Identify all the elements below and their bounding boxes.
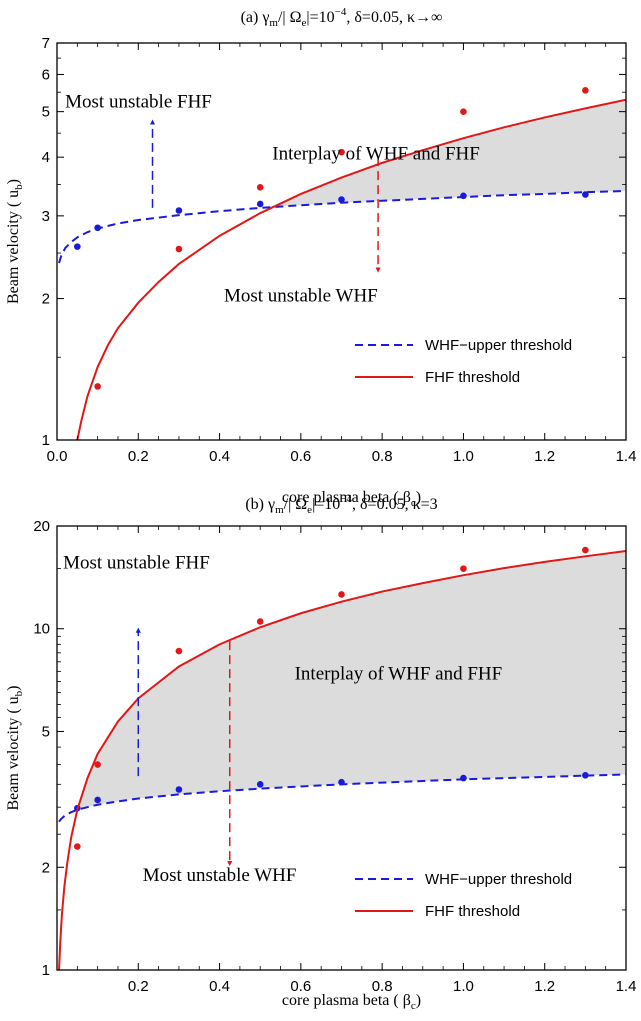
whf-data-point (256, 200, 264, 208)
y-tick-label: 1 (42, 962, 50, 979)
fhf-data-point (256, 618, 264, 625)
x-tick-label: 0.2 (128, 448, 149, 465)
whf-upper-threshold-curve (58, 773, 626, 823)
whf-data-point (94, 796, 101, 804)
y-tick-label: 4 (42, 149, 50, 166)
annotation-interplay: Interplay of WHF and FHF (295, 663, 503, 684)
x-tick-label: 0.4 (209, 978, 230, 995)
y-tick-label: 5 (42, 723, 50, 740)
fhf-data-point (175, 647, 183, 655)
fhf-data-point (582, 546, 589, 554)
y-axis-label: Beam velocity ( ub) (5, 685, 25, 810)
fhf-data-point (460, 108, 467, 115)
x-tick-label: 0.0 (47, 448, 68, 465)
annotation-most-unstable-whf: Most unstable WHF (224, 286, 378, 307)
x-tick-label: 0.2 (128, 978, 149, 995)
annotation-most-unstable-fhf: Most unstable FHF (63, 553, 210, 574)
interplay-shaded-region (273, 99, 626, 208)
x-tick-label: 0.8 (372, 978, 393, 995)
x-tick-label: 1.4 (616, 448, 637, 465)
y-tick-label: 5 (42, 104, 50, 121)
chart-title: (a) γm/| Ωe|=10−4, δ=0.05, κ→∞ (241, 6, 443, 29)
annotation-most-unstable-fhf: Most unstable FHF (65, 92, 212, 113)
x-tick-label: 1.0 (453, 448, 474, 465)
chart-title: (b) γm/| Ωe|=10−4, δ=0.05, κ=3 (245, 493, 437, 516)
interplay-shaded-region (77, 550, 626, 810)
legend-whf-upper-threshold-label: WHF−upper threshold (425, 337, 572, 354)
whf-upper-threshold-curve (58, 189, 626, 264)
y-tick-label: 7 (42, 35, 50, 52)
whf-data-point (74, 243, 81, 250)
whf-data-point (256, 781, 264, 788)
y-tick-label: 2 (42, 859, 50, 876)
x-tick-label: 0.4 (209, 448, 230, 465)
fhf-data-point (256, 184, 264, 191)
annotation-interplay: Interplay of WHF and FHF (272, 144, 480, 165)
fhf-data-point (94, 383, 101, 390)
fhf-data-point (175, 245, 183, 253)
whf-data-point (175, 207, 183, 214)
x-tick-label: 0.6 (290, 448, 311, 465)
fhf-data-point (460, 565, 467, 572)
legend-whf-upper-threshold-label: WHF−upper threshold (425, 871, 572, 888)
x-tick-label: 1.4 (616, 978, 637, 995)
whf-data-point (338, 778, 345, 786)
x-tick-label: 0.6 (290, 978, 311, 995)
annotation-most-unstable-whf: Most unstable WHF (143, 865, 297, 886)
y-tick-label: 20 (33, 518, 50, 535)
y-tick-label: 3 (42, 208, 50, 225)
fhf-data-point (582, 87, 589, 94)
legend-fhf-threshold-label: FHF threshold (425, 369, 520, 386)
x-axis-label: core plasma beta ( βc) (282, 489, 421, 509)
fhf-data-point (74, 843, 81, 850)
x-tick-label: 1.0 (453, 978, 474, 995)
whf-data-point (175, 786, 183, 793)
fhf-threshold-curve (58, 549, 626, 970)
x-tick-label: 1.2 (534, 448, 555, 465)
legend-fhf-threshold-label: FHF threshold (425, 903, 520, 920)
whf-data-point (338, 196, 345, 203)
y-tick-label: 2 (42, 291, 50, 308)
y-tick-label: 1 (42, 432, 50, 449)
y-tick-label: 6 (42, 66, 50, 83)
y-axis-label: Beam velocity ( ub) (5, 179, 25, 304)
chart-panel-0: 0.0 0.2 0.4 0.6 0.8 1.0 1.2 1.4 1 2 3 4 5 6 7 (a) γm/| … (5, 6, 636, 509)
whf-data-point (582, 191, 589, 198)
chart-panel-1: 0.2 0.4 0.6 0.8 1.0 1.2 1.4 1 2 5 10 20 (b) γm/| Ωe|… (5, 493, 636, 1012)
x-axis-label: core plasma beta ( βc) (282, 992, 421, 1012)
x-tick-label: 1.2 (534, 978, 555, 995)
fhf-data-point (94, 761, 101, 768)
whf-data-point (94, 224, 101, 232)
whf-data-point (460, 774, 467, 782)
x-tick-label: 0.8 (372, 448, 393, 465)
whf-data-point (460, 192, 467, 200)
fhf-threshold-curve (76, 98, 626, 440)
fhf-data-point (338, 148, 345, 156)
whf-data-point (582, 771, 589, 779)
fhf-data-point (338, 591, 345, 598)
y-tick-label: 10 (33, 621, 50, 638)
